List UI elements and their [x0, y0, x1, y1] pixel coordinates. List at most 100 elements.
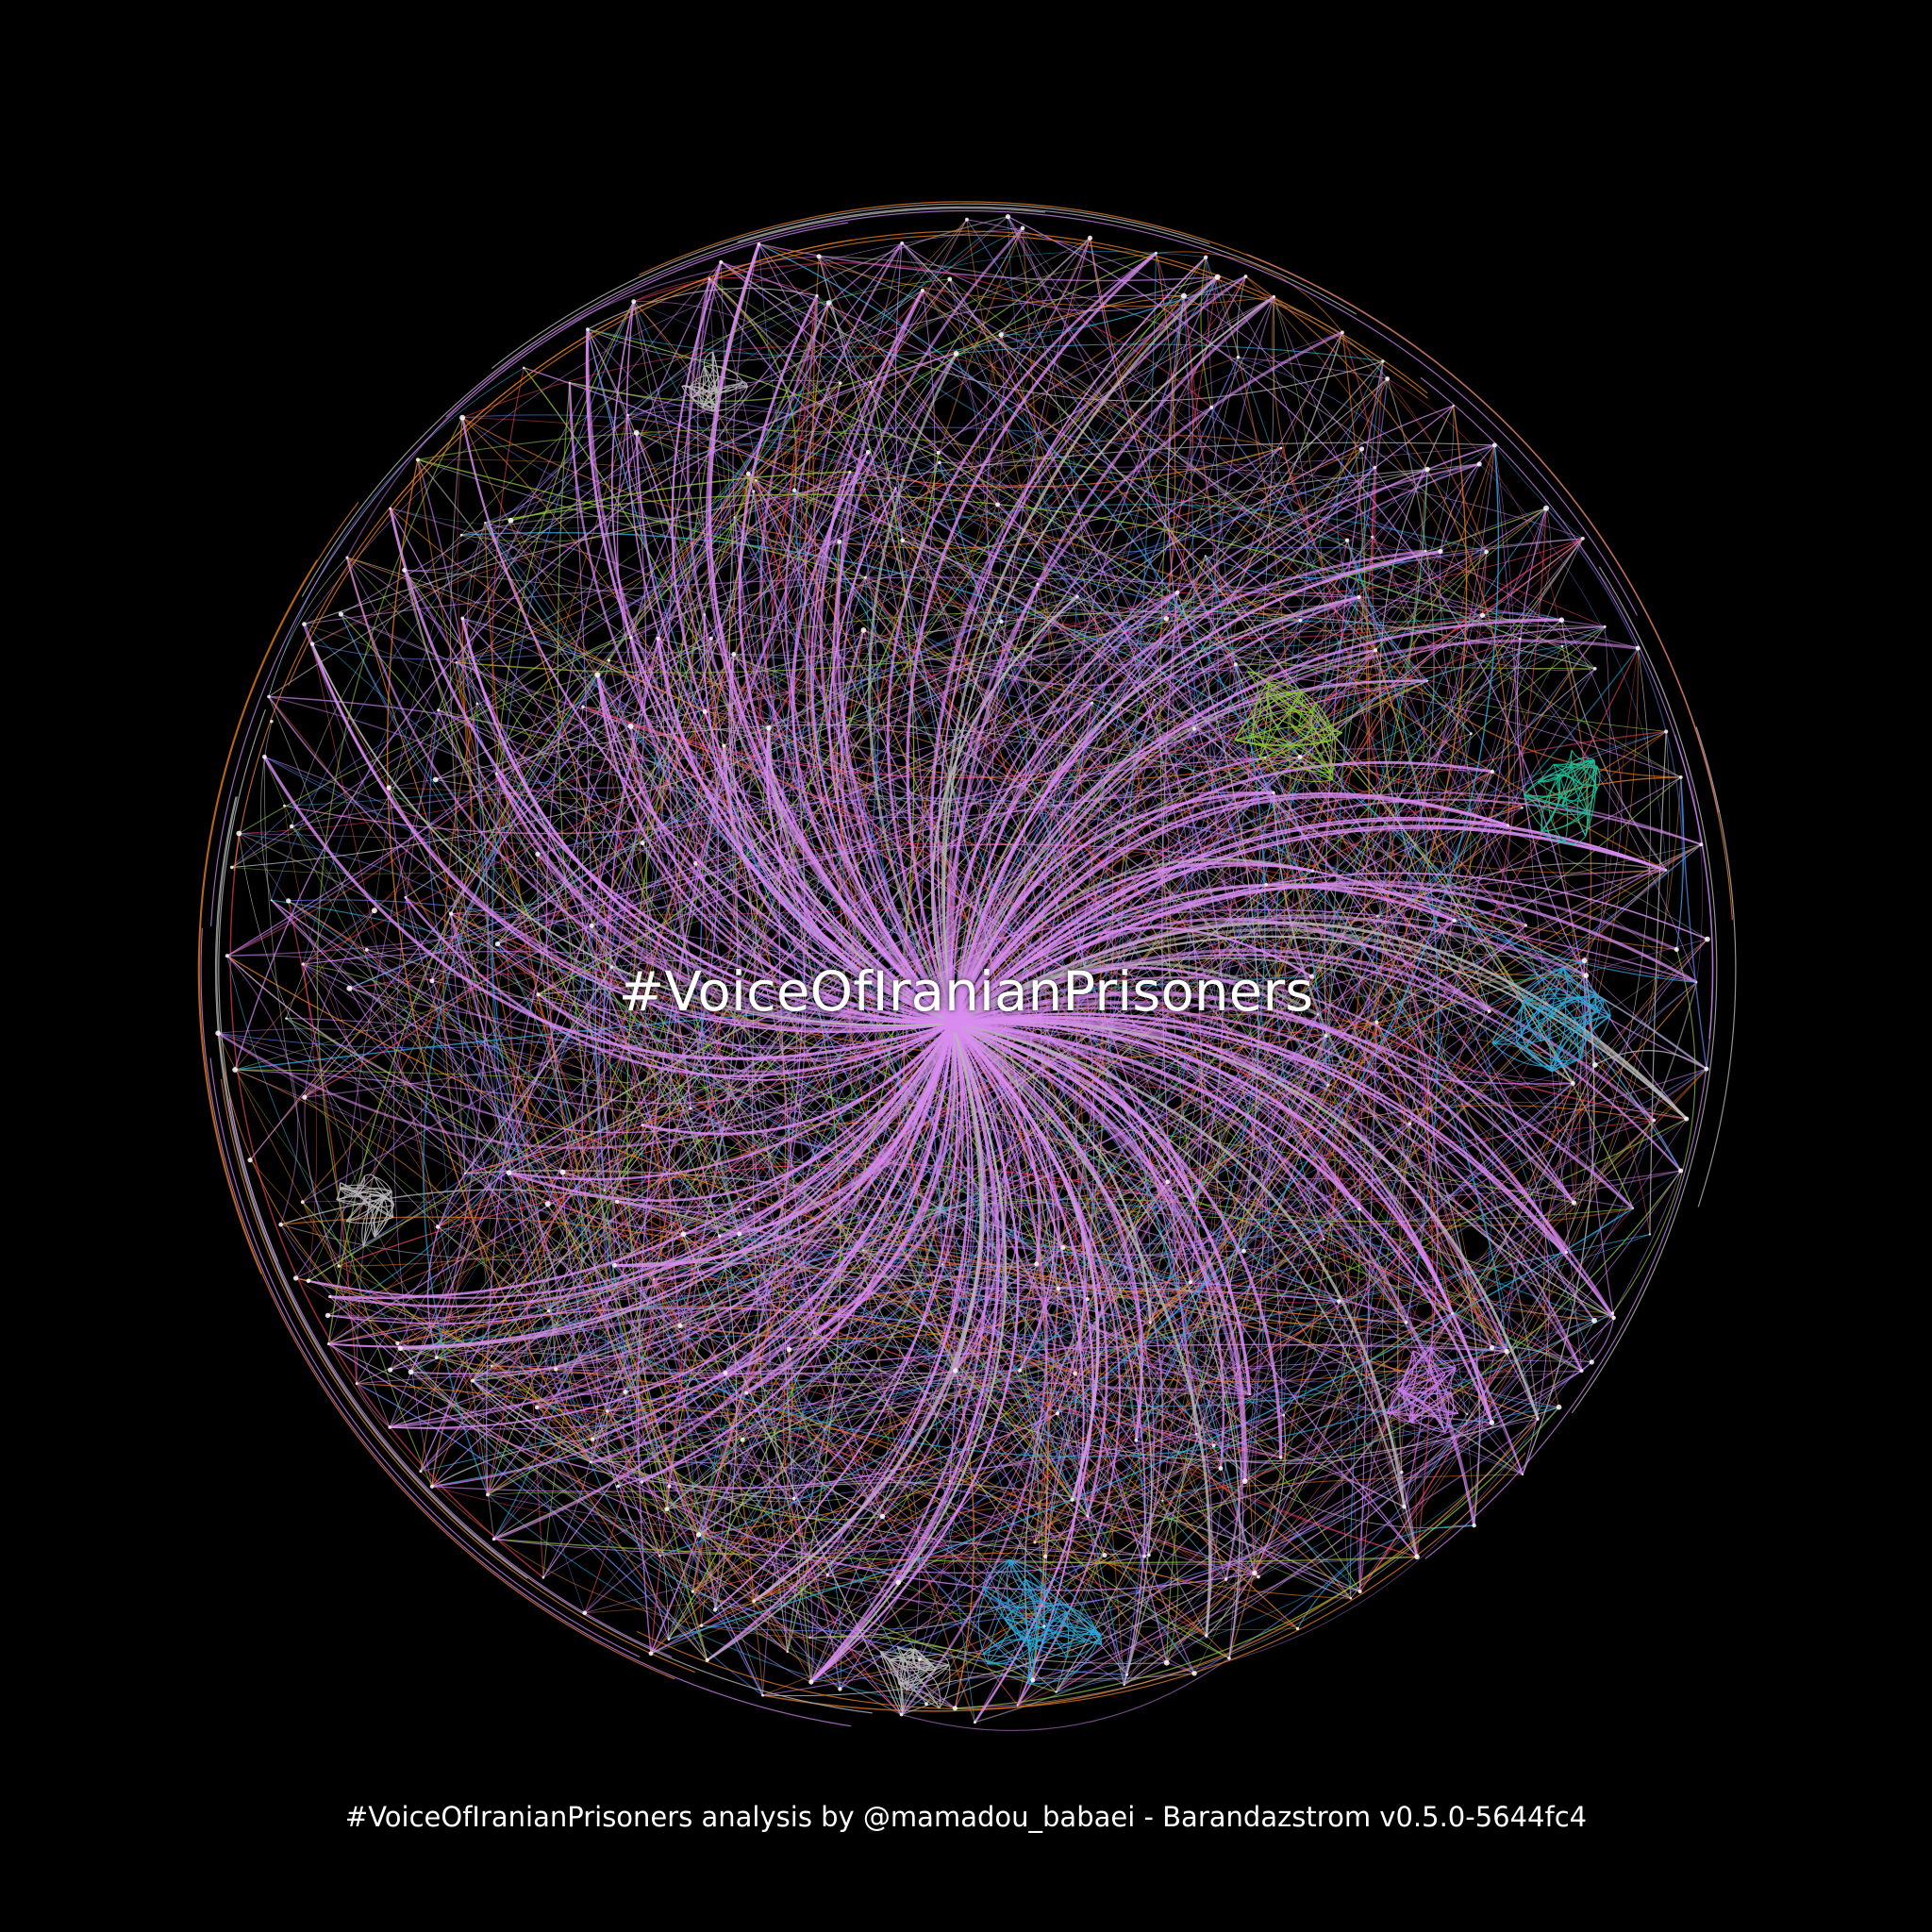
edge — [1296, 1524, 1474, 1629]
node — [740, 1437, 745, 1442]
edge — [901, 242, 1373, 538]
cluster-edge — [1549, 967, 1564, 1072]
edge — [587, 328, 1089, 1517]
edge — [714, 1120, 1655, 1610]
cluster-edge — [982, 1639, 1029, 1656]
cluster-edge — [1561, 805, 1587, 837]
node — [1592, 1062, 1598, 1068]
cluster-edge — [1250, 736, 1333, 781]
hub-edge — [635, 432, 954, 1024]
edge — [349, 843, 1313, 990]
cluster-edge — [1541, 831, 1566, 843]
hub-edge — [952, 1023, 1060, 1372]
edge — [863, 596, 1360, 687]
cluster-edge — [982, 1586, 1086, 1642]
edge — [1649, 731, 1667, 1235]
node — [459, 533, 463, 537]
edge — [630, 468, 1584, 639]
hub-edge — [706, 1023, 970, 1661]
edge — [338, 414, 629, 1267]
node — [973, 1721, 976, 1724]
node — [791, 488, 797, 492]
cluster-edge — [689, 375, 719, 388]
cluster-edge — [1525, 993, 1598, 1048]
node — [693, 860, 698, 866]
cluster-edge — [1247, 671, 1313, 713]
edge — [901, 242, 1263, 1580]
cluster-edge — [1431, 1348, 1457, 1369]
node — [924, 1702, 928, 1707]
node — [568, 381, 571, 384]
cluster-edge — [1592, 765, 1598, 790]
cluster-edge — [374, 1195, 384, 1238]
cluster-edge — [1553, 763, 1598, 767]
edge — [311, 237, 1091, 644]
node — [581, 705, 585, 708]
node — [1407, 1122, 1412, 1125]
hub-edge — [460, 618, 954, 1025]
edge — [328, 1307, 1251, 1395]
node — [653, 1278, 655, 1281]
edge — [389, 1343, 1507, 1428]
edge — [264, 756, 1418, 1557]
node — [1564, 1250, 1569, 1255]
edge — [456, 651, 1526, 926]
edge — [472, 1380, 956, 1709]
cluster-edge — [1008, 1559, 1067, 1613]
edge — [1317, 1014, 1583, 1372]
node — [1404, 1321, 1408, 1324]
node — [1297, 755, 1303, 759]
cluster-edge — [1065, 1611, 1070, 1657]
edge — [641, 842, 732, 1640]
hub-edge — [263, 756, 954, 1060]
node — [508, 517, 514, 524]
node — [506, 1170, 512, 1175]
node — [1438, 548, 1443, 555]
edge — [464, 649, 1376, 1174]
edge — [302, 963, 684, 1235]
cluster-edge — [1258, 757, 1333, 783]
edge — [1205, 257, 1508, 826]
node — [1036, 582, 1040, 587]
hub-edge — [900, 1023, 1048, 1716]
edge — [1000, 237, 1091, 336]
edge — [461, 417, 1362, 549]
hub-edge — [686, 278, 954, 1024]
edge — [234, 353, 957, 1071]
edge — [495, 301, 635, 774]
hub-edge — [941, 275, 1219, 1024]
edge — [1193, 407, 1220, 729]
edge — [1594, 1049, 1707, 1070]
edge — [235, 1069, 1574, 1204]
hub-edge — [948, 447, 1282, 1024]
cluster-edge — [1558, 774, 1569, 843]
edge — [268, 696, 494, 1540]
edge — [542, 1204, 599, 1578]
edge — [901, 1657, 1230, 1731]
node — [1632, 1207, 1635, 1209]
edge — [291, 825, 449, 1358]
node — [1583, 973, 1590, 978]
edge — [1466, 975, 1595, 1415]
edge — [538, 984, 1615, 1319]
edge — [666, 1370, 1021, 1510]
outer-arc-edge — [198, 502, 675, 1680]
edge — [280, 1189, 741, 1235]
node — [813, 1332, 816, 1335]
node — [1209, 405, 1214, 409]
edge — [1249, 1322, 1407, 1395]
hub-edge — [952, 1020, 1595, 1322]
edge — [901, 1555, 1106, 1716]
cluster-edge — [1564, 835, 1587, 845]
edge — [569, 237, 1091, 403]
node — [1272, 294, 1275, 299]
edge — [1056, 591, 1259, 1692]
hub-edge — [671, 261, 954, 1024]
node — [667, 1484, 672, 1489]
cluster-edge — [1491, 1042, 1581, 1067]
cluster-edge — [1561, 798, 1565, 807]
hub-edge — [759, 302, 954, 1024]
edge — [329, 1296, 1145, 1574]
cluster-edge — [1267, 681, 1304, 692]
node — [1005, 214, 1011, 220]
